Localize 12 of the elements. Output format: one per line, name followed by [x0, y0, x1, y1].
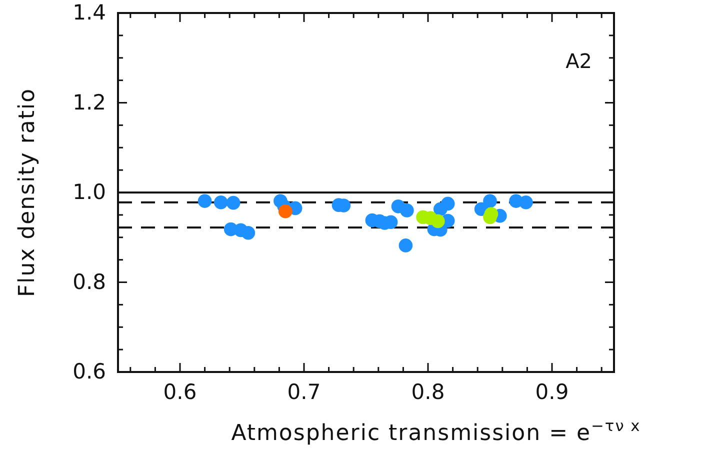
x-axis-title: Atmospheric transmission = e$^{−τν x}$: [231, 417, 641, 446]
annotation: A2: [566, 49, 592, 73]
x-tick-label: 0.6: [163, 380, 197, 404]
y-tick-label: 1.4: [72, 0, 106, 25]
y-tick-label: 0.8: [72, 270, 106, 294]
y-axis-title: Flux density ratio: [15, 88, 40, 298]
y-tick-label: 0.6: [72, 360, 106, 384]
y-tick-label: 1.2: [72, 90, 106, 114]
x-tick-label: 0.7: [287, 380, 321, 404]
x-tick-label: 0.9: [535, 380, 569, 404]
y-tick-label: 1.0: [72, 180, 106, 204]
x-tick-label: 0.8: [411, 380, 445, 404]
